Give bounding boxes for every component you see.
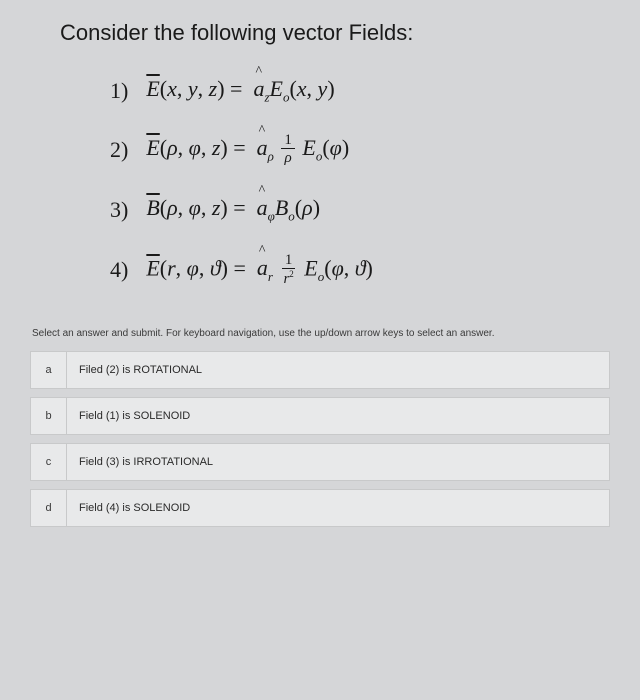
option-letter-a: a <box>31 352 67 388</box>
option-text-c: Field (3) is IRROTATIONAL <box>67 444 609 480</box>
option-text-b: Field (1) is SOLENOID <box>67 398 609 434</box>
option-letter-b: b <box>31 398 67 434</box>
eq-num-4: 4) <box>110 257 128 283</box>
eq-num-3: 3) <box>110 197 128 223</box>
eq-num-2: 2) <box>110 137 128 163</box>
equation-1: 1) E(x, y, z) = azEo(x, y) <box>110 76 610 105</box>
equation-2: 2) E(ρ, φ, z) = aρ 1ρ Eo(φ) <box>110 133 610 167</box>
equation-4: 4) E(r, φ, ϑ) = ar 1r2 Eo(φ, ϑ) <box>110 253 610 288</box>
option-text-d: Field (4) is SOLENOID <box>67 490 609 526</box>
option-c[interactable]: c Field (3) is IRROTATIONAL <box>30 443 610 481</box>
equation-3: 3) B(ρ, φ, z) = aφBo(ρ) <box>110 195 610 224</box>
question-title: Consider the following vector Fields: <box>30 20 610 46</box>
eq-num-1: 1) <box>110 78 128 104</box>
option-a[interactable]: a Filed (2) is ROTATIONAL <box>30 351 610 389</box>
option-b[interactable]: b Field (1) is SOLENOID <box>30 397 610 435</box>
option-letter-d: d <box>31 490 67 526</box>
equations-block: 1) E(x, y, z) = azEo(x, y) 2) E(ρ, φ, z)… <box>30 76 610 288</box>
option-text-a: Filed (2) is ROTATIONAL <box>67 352 609 388</box>
answer-options: a Filed (2) is ROTATIONAL b Field (1) is… <box>30 351 610 527</box>
option-d[interactable]: d Field (4) is SOLENOID <box>30 489 610 527</box>
option-letter-c: c <box>31 444 67 480</box>
instruction-text: Select an answer and submit. For keyboar… <box>30 328 610 339</box>
